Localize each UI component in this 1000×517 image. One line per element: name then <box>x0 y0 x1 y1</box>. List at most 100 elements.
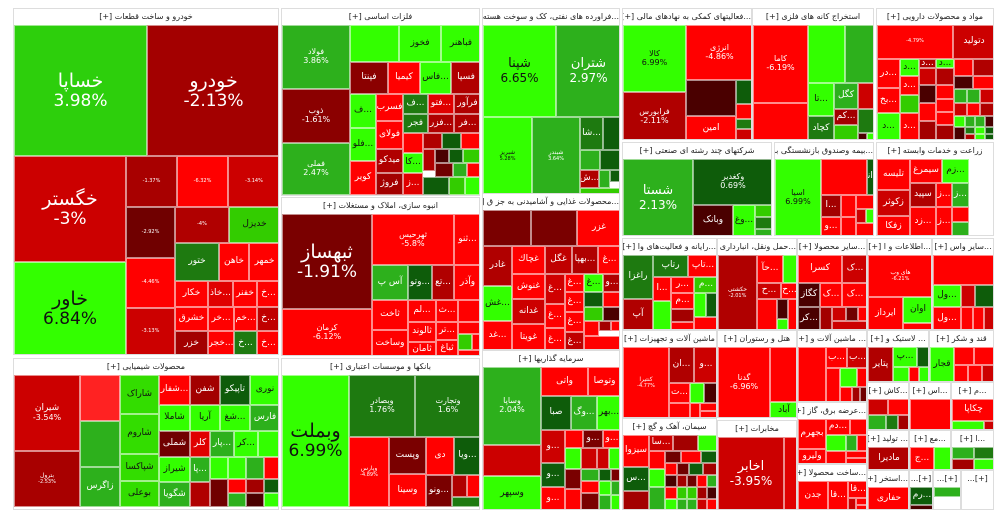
stock-tile[interactable]: ...فزر <box>428 114 454 133</box>
stock-tile[interactable] <box>190 482 210 507</box>
stock-tile[interactable] <box>403 133 423 153</box>
stock-tile[interactable] <box>452 497 479 507</box>
stock-tile[interactable]: -2.92% <box>126 207 175 258</box>
stock-tile[interactable] <box>868 415 886 429</box>
sector-title[interactable]: قند و شکر [+] <box>930 331 993 347</box>
stock-tile[interactable]: شپاکسا <box>120 454 159 481</box>
stock-tile[interactable]: ...حآ <box>757 255 783 283</box>
stock-tile[interactable] <box>665 475 677 487</box>
stock-tile[interactable] <box>850 419 866 435</box>
stock-tile[interactable]: ...غش <box>483 286 512 321</box>
stock-tile[interactable] <box>846 435 857 451</box>
stock-tile[interactable]: بجهرم <box>798 419 826 449</box>
stock-tile[interactable]: غادر <box>483 246 512 286</box>
stock-tile[interactable] <box>954 76 973 89</box>
sector-title[interactable]: ...اس [+] <box>910 383 950 399</box>
stock-tile[interactable]: غنوش <box>512 274 545 299</box>
stock-tile[interactable]: ...شا <box>580 117 603 150</box>
stock-tile[interactable] <box>665 451 681 463</box>
stock-tile[interactable] <box>600 150 619 170</box>
stock-tile[interactable]: ...زد <box>910 207 936 235</box>
stock-tile[interactable]: فسرب <box>376 94 403 121</box>
stock-tile[interactable] <box>936 112 954 125</box>
stock-tile[interactable]: ...غ <box>565 292 584 312</box>
stock-tile[interactable]: اسیا 6.99% <box>775 159 821 235</box>
stock-tile[interactable]: جدن <box>798 481 828 509</box>
stock-tile[interactable]: ...د <box>877 113 900 139</box>
stock-tile[interactable]: وتوصا <box>588 367 619 396</box>
stock-tile[interactable] <box>984 307 993 329</box>
stock-tile[interactable]: ...پار <box>210 431 234 457</box>
stock-tile[interactable] <box>580 188 619 193</box>
stock-tile[interactable]: وکغدیر 0.69% <box>693 159 771 205</box>
stock-tile[interactable] <box>832 307 846 321</box>
stock-tile[interactable]: ثاخت <box>372 300 408 330</box>
stock-tile[interactable]: غگل <box>545 246 572 274</box>
stock-tile[interactable] <box>856 498 866 505</box>
stock-tile[interactable]: وآذر <box>454 265 479 300</box>
stock-tile[interactable] <box>599 469 611 481</box>
stock-tile[interactable]: ...خ <box>257 281 278 307</box>
stock-tile[interactable]: ...ان <box>669 347 694 383</box>
stock-tile[interactable] <box>954 365 968 381</box>
stock-tile[interactable] <box>974 347 993 365</box>
stock-tile[interactable] <box>910 399 950 429</box>
stock-tile[interactable]: ...بهپا <box>572 246 598 274</box>
stock-tile[interactable] <box>985 116 993 127</box>
stock-tile[interactable] <box>423 133 442 149</box>
sector-title[interactable]: ...ساخت محصولا [+] <box>798 465 866 481</box>
stock-tile[interactable]: ...لم <box>408 300 436 322</box>
stock-tile[interactable] <box>584 292 603 307</box>
sector-title[interactable]: ...فراورده های نفتی، کک و سوخت هسته [+] <box>483 9 619 25</box>
stock-tile[interactable] <box>888 399 908 415</box>
stock-tile[interactable]: ...د <box>919 59 936 68</box>
stock-tile[interactable]: ...ب <box>847 347 866 368</box>
stock-tile[interactable] <box>919 367 928 381</box>
stock-tile[interactable] <box>867 133 873 139</box>
stock-tile[interactable] <box>846 458 866 463</box>
stock-tile[interactable] <box>952 222 969 235</box>
stock-tile[interactable] <box>858 133 867 139</box>
stock-tile[interactable] <box>982 365 993 381</box>
stock-tile[interactable]: ...ث <box>436 300 458 322</box>
stock-tile[interactable]: ...ا <box>653 277 671 301</box>
stock-tile[interactable] <box>973 59 993 76</box>
stock-tile[interactable]: خکار <box>175 281 208 307</box>
sector-title[interactable]: بانکها و موسسات اعتباری [+] <box>282 359 479 375</box>
stock-tile[interactable]: ...خاذ <box>208 281 233 307</box>
stock-tile[interactable]: ...ب <box>826 347 847 368</box>
stock-tile[interactable] <box>858 109 873 133</box>
stock-tile[interactable]: ...خجر <box>208 331 234 354</box>
stock-tile[interactable]: ...در <box>877 59 900 88</box>
stock-tile[interactable]: وساپا 2.04% <box>483 367 541 445</box>
stock-tile[interactable]: ...م <box>671 293 694 309</box>
stock-tile[interactable] <box>689 463 703 475</box>
stock-tile[interactable]: شیران -3.54% <box>14 375 80 451</box>
stock-tile[interactable]: ...د <box>900 113 919 139</box>
sector-title[interactable]: سرمایه گذاریها [+] <box>483 351 619 367</box>
stock-tile[interactable] <box>954 127 965 139</box>
stock-tile[interactable]: ...خم <box>234 307 257 331</box>
stock-tile[interactable] <box>649 487 665 509</box>
stock-tile[interactable]: ...غ <box>545 304 565 328</box>
stock-tile[interactable] <box>611 495 619 509</box>
sector-title[interactable]: ...عرضه برق، گاز [+] <box>798 403 866 419</box>
stock-tile[interactable] <box>777 299 788 319</box>
stock-tile[interactable]: خزر <box>175 331 208 354</box>
stock-tile[interactable] <box>936 99 954 112</box>
stock-tile[interactable]: -4.46% <box>126 258 175 308</box>
stock-tile[interactable]: کچاد <box>808 116 834 139</box>
stock-tile[interactable]: ...غ <box>565 274 584 292</box>
stock-tile[interactable] <box>700 411 716 417</box>
stock-tile[interactable] <box>665 463 677 475</box>
stock-tile[interactable] <box>697 487 707 499</box>
stock-tile[interactable]: میدکو <box>376 149 403 173</box>
stock-tile[interactable]: غچاك <box>512 246 545 274</box>
stock-tile[interactable]: ولیرو <box>798 449 826 463</box>
stock-tile[interactable] <box>611 481 619 495</box>
stock-tile[interactable] <box>903 323 931 329</box>
stock-tile[interactable]: -1.37% <box>126 156 177 207</box>
stock-tile[interactable] <box>919 68 936 85</box>
stock-tile[interactable]: ...ویا <box>454 437 479 475</box>
stock-tile[interactable]: ...کر <box>234 431 258 457</box>
